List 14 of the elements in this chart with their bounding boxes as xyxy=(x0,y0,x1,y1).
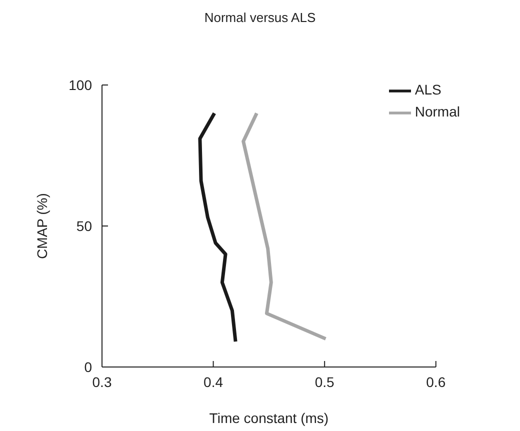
x-tick-label: 0.5 xyxy=(314,374,335,390)
legend-label: ALS xyxy=(414,82,442,98)
line-series xyxy=(198,111,238,344)
chart-title: Normal versus ALS xyxy=(203,10,317,25)
y-tick-label: 0 xyxy=(84,358,92,375)
x-axis-title: Time constant (ms) xyxy=(209,410,329,426)
x-tick-label: 0.6 xyxy=(426,374,446,390)
x-tick-label: 0.3 xyxy=(92,374,112,390)
y-tick-label: 100 xyxy=(68,76,92,93)
line-series xyxy=(242,111,328,341)
x-tick-label: 0.4 xyxy=(204,374,224,390)
legend-label: Normal xyxy=(414,104,460,120)
y-tick-label: 50 xyxy=(76,218,92,234)
y-axis-title: CMAP (%) xyxy=(34,193,50,259)
